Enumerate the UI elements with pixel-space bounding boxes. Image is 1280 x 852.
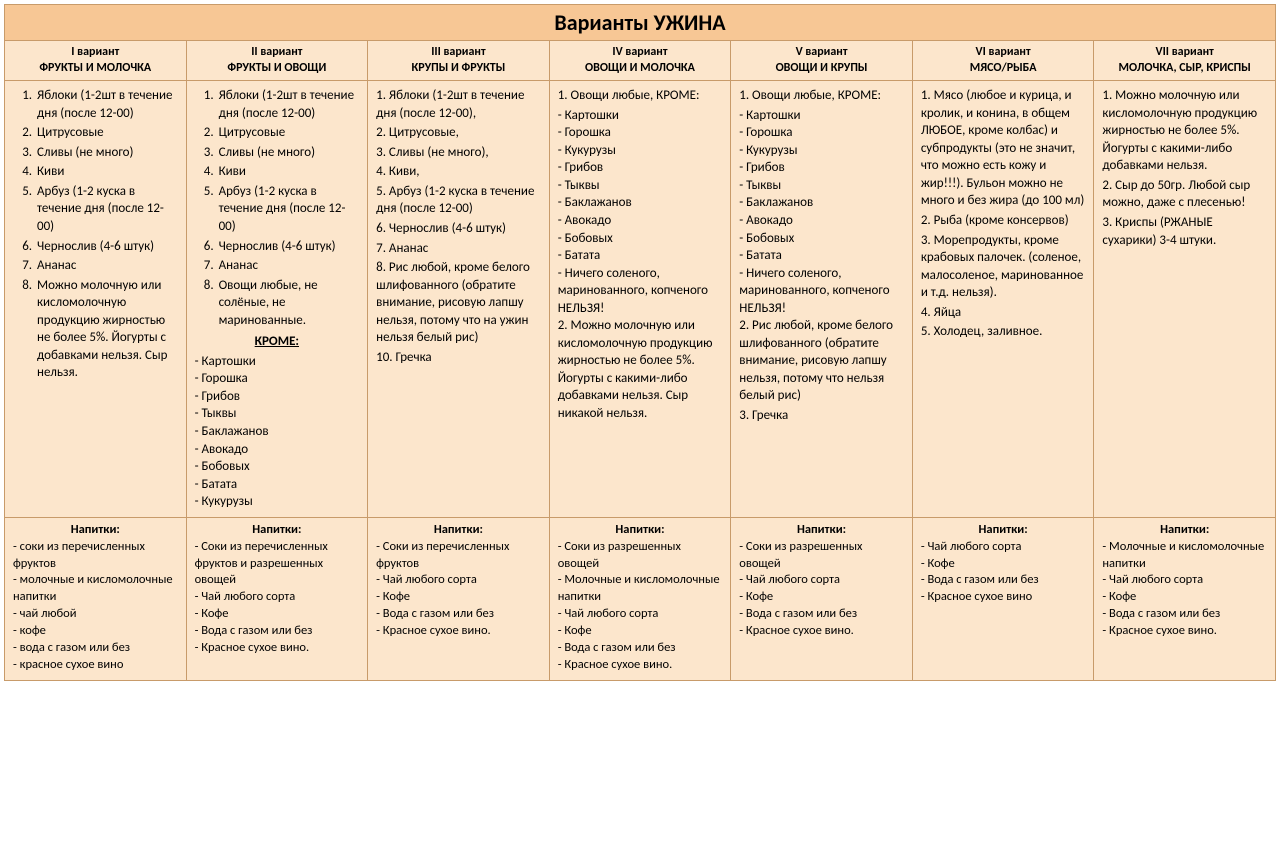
drinks-col-1: Напитки: соки из перечисленных фруктовмо… <box>5 517 187 680</box>
table-title: Варианты УЖИНА <box>5 5 1276 41</box>
content-col-2: Яблоки (1-2шт в течение дня (после 12-00… <box>186 81 368 518</box>
content-row: Яблоки (1-2шт в течение дня (после 12-00… <box>5 81 1276 518</box>
drinks-col-4: Напитки: Соки из разрешенных овощейМолоч… <box>549 517 731 680</box>
drinks-col-3: Напитки: Соки из перечисленных фруктовЧа… <box>368 517 550 680</box>
content-col-3: 1. Яблоки (1-2шт в течение дня (после 12… <box>368 81 550 518</box>
content-col-1: Яблоки (1-2шт в течение дня (после 12-00… <box>5 81 187 518</box>
drinks-col-2: Напитки: Соки из перечисленных фруктов и… <box>186 517 368 680</box>
content-col-5: 1. Овощи любые, КРОМЕ: Картошки Горошка … <box>731 81 913 518</box>
header-row: I вариантФРУКТЫ И МОЛОЧКА II вариантФРУК… <box>5 41 1276 81</box>
col-header-3: III вариантКРУПЫ И ФРУКТЫ <box>368 41 550 81</box>
list-col-2: Яблоки (1-2шт в течение дня (после 12-00… <box>195 87 360 331</box>
drinks-row: Напитки: соки из перечисленных фруктовмо… <box>5 517 1276 680</box>
content-col-7: 1. Можно молочную или кисломолочную прод… <box>1094 81 1276 518</box>
except-list-col-5: Картошки Горошка Кукурузы Грибов Тыквы Б… <box>739 107 904 318</box>
list-col-1: Яблоки (1-2шт в течение дня (после 12-00… <box>13 87 178 384</box>
col-header-4: IV вариантОВОЩИ И МОЛОЧКА <box>549 41 731 81</box>
except-list-col-2: Картошки Горошка Грибов Тыквы Баклажанов… <box>195 353 360 511</box>
col-header-5: V вариантОВОЩИ И КРУПЫ <box>731 41 913 81</box>
col-header-6: VI вариантМЯСО/РЫБА <box>912 41 1094 81</box>
drinks-col-7: Напитки: Молочные и кисломолочные напитк… <box>1094 517 1276 680</box>
content-col-4: 1. Овощи любые, КРОМЕ: Картошки Горошка … <box>549 81 731 518</box>
dinner-options-table: Варианты УЖИНА I вариантФРУКТЫ И МОЛОЧКА… <box>4 4 1276 681</box>
except-list-col-4: Картошки Горошка Кукурузы Грибов Тыквы Б… <box>558 107 723 318</box>
content-col-6: 1. Мясо (любое и курица, и кролик, и кон… <box>912 81 1094 518</box>
col-header-7: VII вариантМОЛОЧКА, СЫР, КРИСПЫ <box>1094 41 1276 81</box>
except-label: КРОМЕ: <box>195 333 360 351</box>
drinks-col-5: Напитки: Соки из разрешенных овощейЧай л… <box>731 517 913 680</box>
drinks-col-6: Напитки: Чай любого сортаКофеВода с газо… <box>912 517 1094 680</box>
drinks-label: Напитки: <box>13 522 178 539</box>
col-header-2: II вариантФРУКТЫ И ОВОЩИ <box>186 41 368 81</box>
col-header-1: I вариантФРУКТЫ И МОЛОЧКА <box>5 41 187 81</box>
